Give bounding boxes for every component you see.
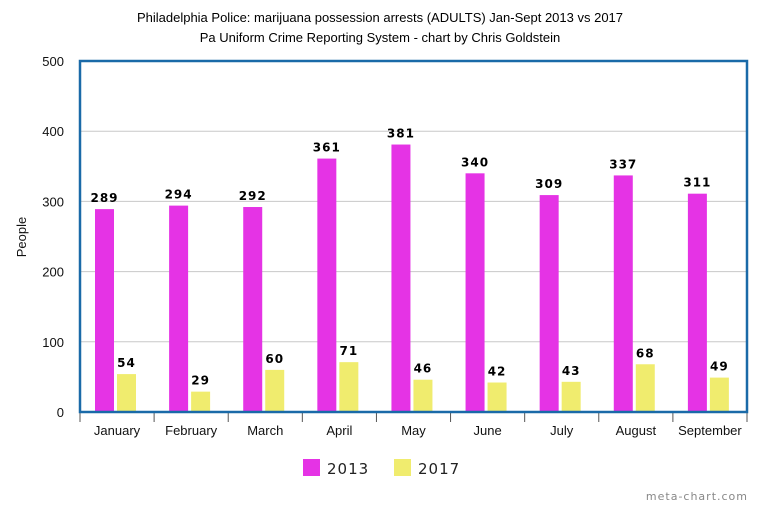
y-axis-label: People: [14, 217, 29, 257]
legend-swatch-2013: [303, 459, 320, 476]
bar-2013: [539, 195, 559, 412]
data-label-2013: 294: [165, 188, 193, 202]
bar-2017: [117, 374, 136, 412]
y-tick-label: 200: [42, 265, 64, 280]
y-tick-label: 100: [42, 335, 64, 350]
bar-2013: [391, 144, 411, 412]
bar-2017: [561, 381, 581, 412]
chart-subtitle: Pa Uniform Crime Reporting System - char…: [200, 30, 561, 45]
data-labels: 289 54 294 29 292 60 361 71 381 46 340 42 309 43 337 68…: [90, 127, 729, 388]
y-axis-ticks: 0 100 200 300 400 500: [42, 54, 64, 420]
data-label-2013: 381: [387, 127, 415, 141]
bar-2017: [635, 364, 655, 412]
x-tick-label: May: [401, 423, 426, 438]
data-label-2017: 60: [265, 352, 284, 366]
bar-2013: [169, 205, 189, 412]
bar-2017: [709, 377, 729, 412]
chart-title: Philadelphia Police: marijuana possessio…: [137, 10, 623, 25]
data-label-2017: 49: [710, 360, 729, 374]
legend: 2013 2017: [303, 459, 460, 478]
x-tick-label: June: [474, 423, 502, 438]
data-label-2017: 42: [488, 365, 507, 379]
data-label-2017: 68: [636, 346, 655, 360]
data-label-2013: 337: [609, 157, 637, 171]
bar-2013: [95, 209, 114, 412]
bars: [95, 144, 729, 412]
bar-2013: [317, 158, 337, 412]
bar-2017: [265, 369, 285, 412]
plot-frame: [78, 59, 749, 414]
legend-swatch-2017: [394, 459, 411, 476]
bar-2013: [687, 193, 707, 412]
x-tick-label: April: [326, 423, 352, 438]
data-label-2017: 29: [191, 374, 210, 388]
credit-watermark: meta-chart.com: [646, 490, 748, 503]
bar-2013: [243, 207, 263, 412]
data-label-2017: 54: [117, 356, 136, 370]
legend-label-2013: 2013: [327, 460, 369, 478]
y-tick-label: 400: [42, 124, 64, 139]
category-labels: January February March April May June July Augu…: [79, 412, 748, 438]
bar-2013: [465, 173, 485, 412]
data-label-2017: 43: [562, 364, 581, 378]
data-label-2017: 46: [414, 362, 433, 376]
bar-2013: [613, 175, 633, 412]
x-tick-label: January: [94, 423, 141, 438]
x-tick-label: February: [165, 423, 218, 438]
bar-2017: [487, 382, 507, 412]
legend-label-2017: 2017: [418, 460, 460, 478]
bar-2017: [191, 391, 211, 412]
x-tick-label: July: [550, 423, 574, 438]
bar-2017: [339, 362, 359, 412]
data-label-2013: 289: [90, 191, 118, 205]
data-label-2013: 361: [313, 141, 341, 155]
x-tick-label: March: [247, 423, 283, 438]
x-tick-label: September: [678, 423, 742, 438]
y-tick-label: 500: [42, 54, 64, 69]
data-label-2013: 309: [535, 177, 563, 191]
data-label-2017: 71: [339, 344, 358, 358]
gridlines: [80, 130, 747, 343]
bar-2017: [413, 379, 433, 412]
y-tick-label: 0: [57, 405, 64, 420]
data-label-2013: 311: [683, 176, 711, 190]
data-label-2013: 340: [461, 155, 489, 169]
y-tick-label: 300: [42, 194, 64, 209]
data-label-2013: 292: [239, 189, 267, 203]
x-tick-label: August: [616, 423, 657, 438]
